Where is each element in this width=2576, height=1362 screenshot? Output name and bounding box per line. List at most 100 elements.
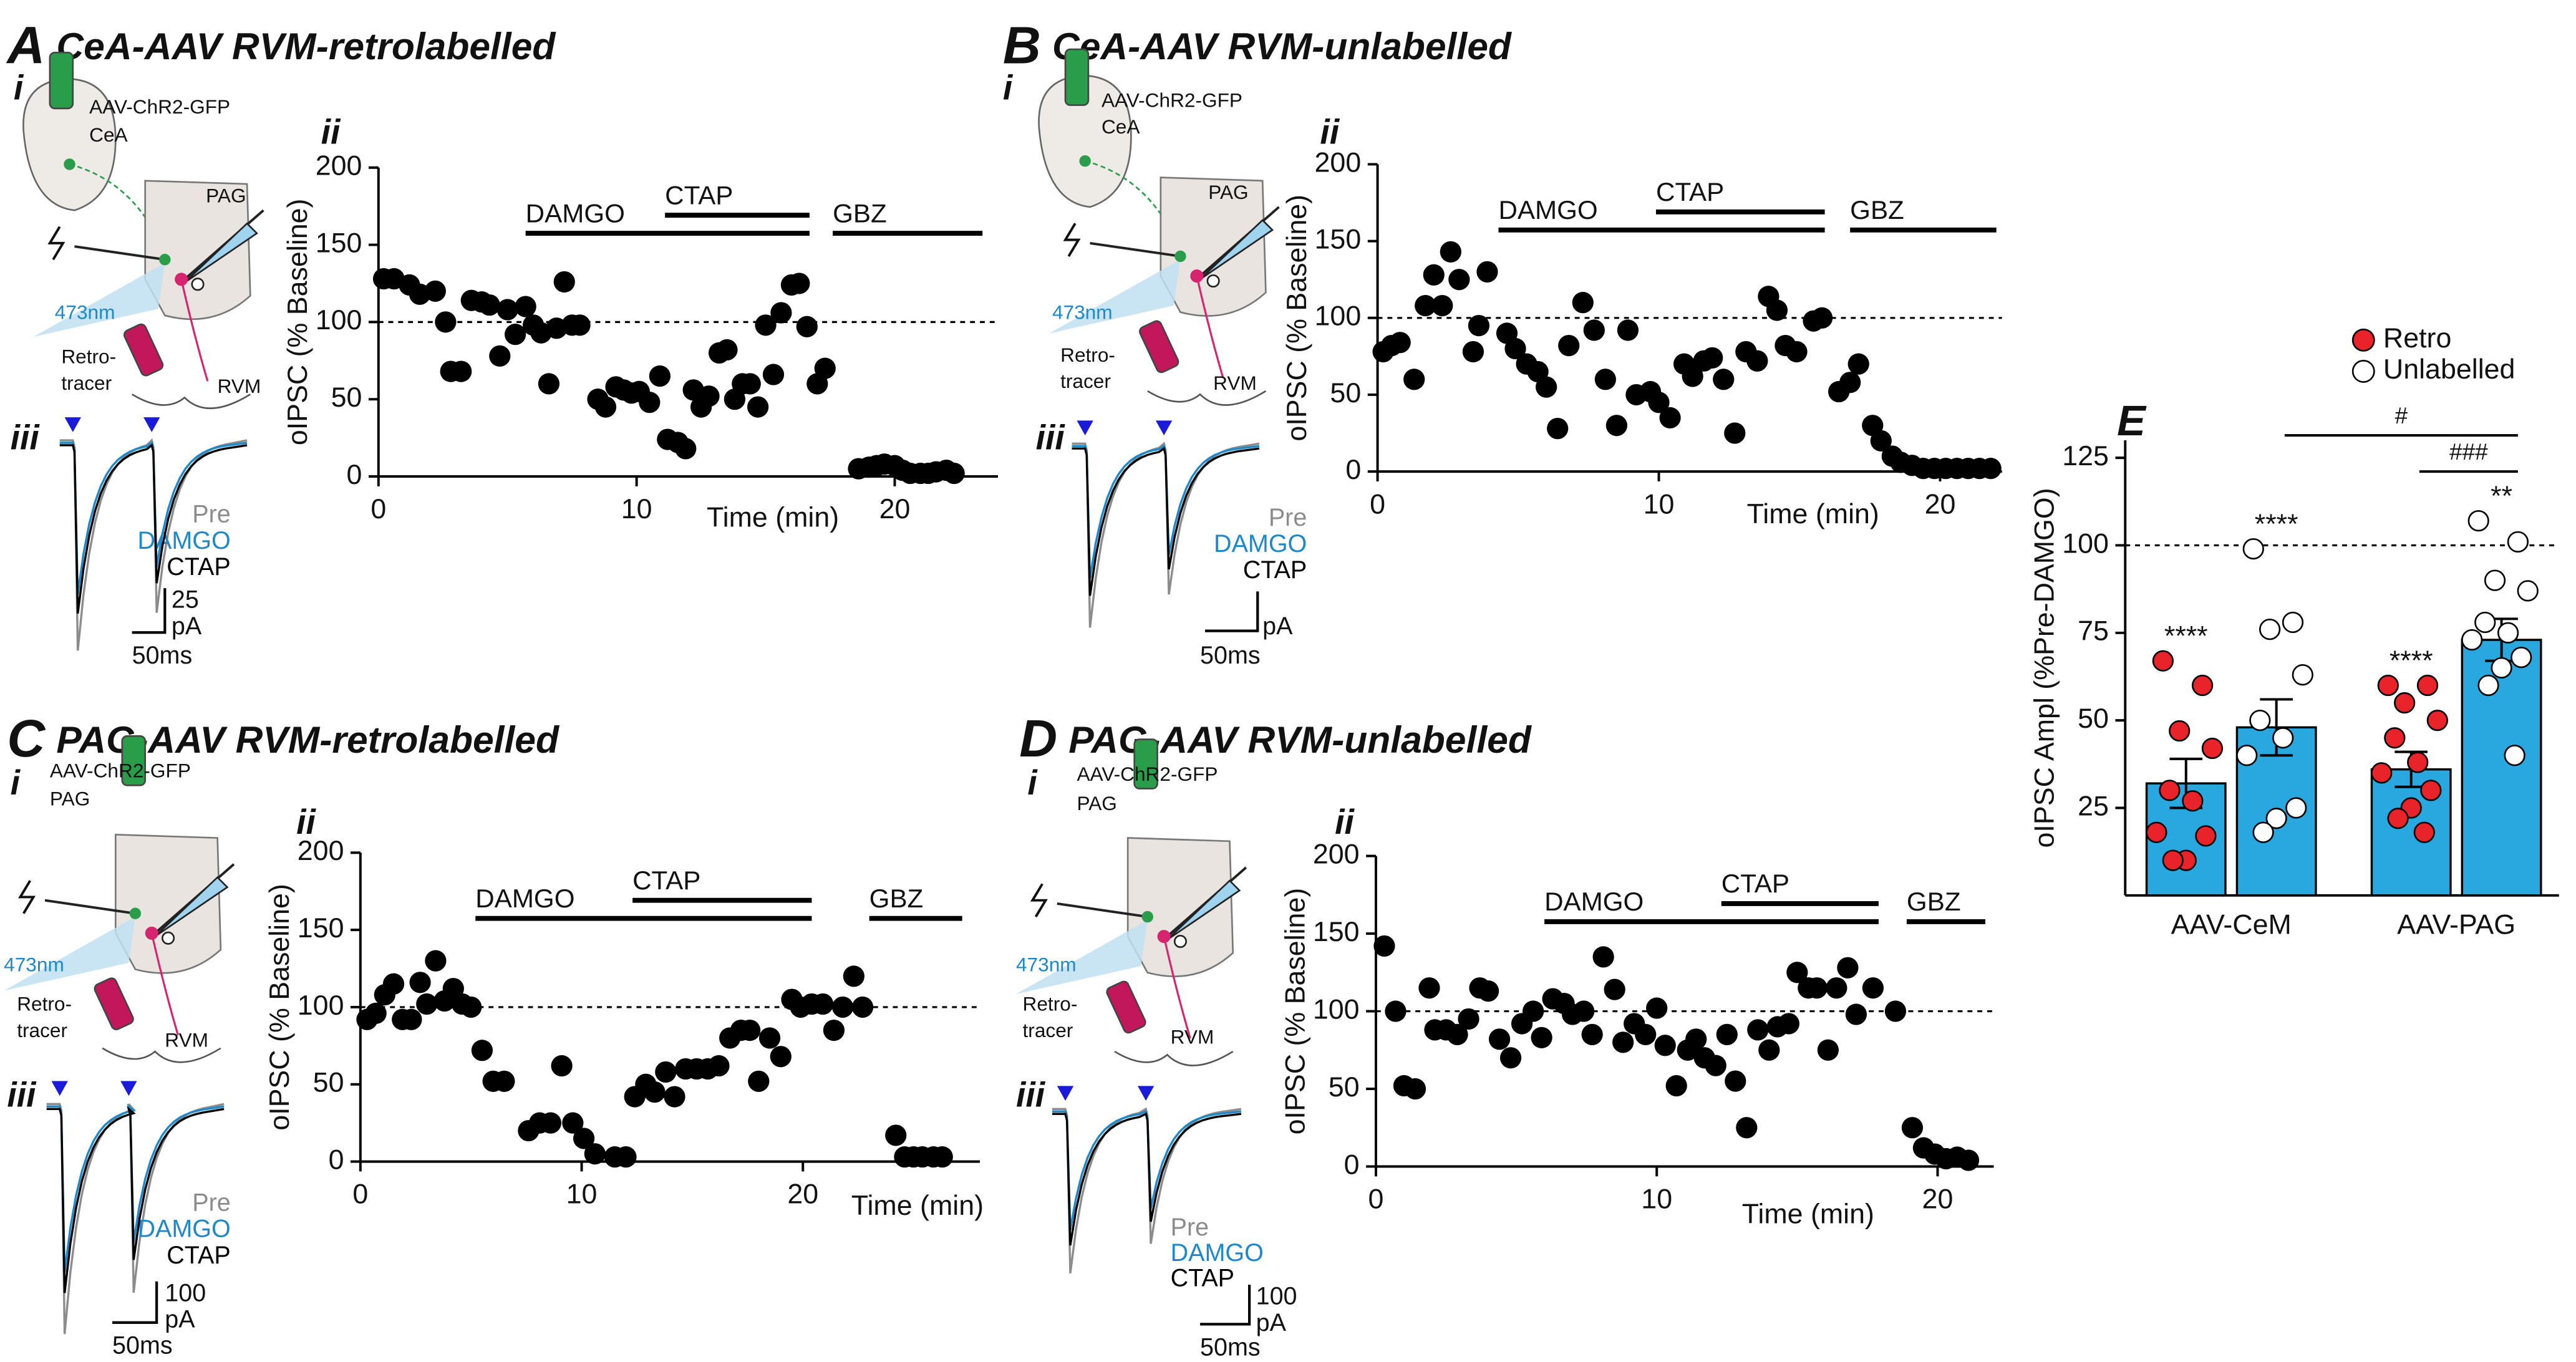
x-axis-label: Time (min) xyxy=(707,501,839,533)
x-tick-label: 20 xyxy=(879,493,911,524)
individual-point xyxy=(2477,674,2499,697)
schematic-label: Retro- xyxy=(17,993,72,1015)
data-point xyxy=(1811,307,1833,329)
current-trace xyxy=(59,438,248,651)
comparison-label: ### xyxy=(2449,439,2488,465)
individual-point xyxy=(2484,569,2506,591)
virus-syringe xyxy=(1133,738,1158,790)
data-point xyxy=(1458,1008,1479,1030)
data-point xyxy=(1901,1117,1924,1139)
data-point xyxy=(1592,946,1614,968)
y-tick-label: 100 xyxy=(298,990,344,1021)
trace-legend: CTAP xyxy=(1171,1265,1234,1292)
drug-label: CTAP xyxy=(665,180,733,210)
individual-point xyxy=(2195,825,2217,847)
y-axis-label: oIPSC Ampl (%Pre-DAMGO) xyxy=(2029,488,2060,848)
laser-symbol xyxy=(17,880,36,914)
data-point xyxy=(1488,1028,1511,1050)
data-point xyxy=(1845,1003,1867,1025)
data-point xyxy=(1415,294,1436,317)
panel-letter: C xyxy=(7,709,46,768)
trace-legend: Pre xyxy=(192,501,230,528)
data-point xyxy=(1705,1055,1726,1076)
data-point xyxy=(493,1070,515,1092)
x-tick-label: 10 xyxy=(1641,1184,1672,1215)
drug-label: DAMGO xyxy=(526,198,625,228)
data-point xyxy=(770,1046,792,1068)
data-point xyxy=(1758,1039,1780,1061)
data-point xyxy=(1418,977,1440,999)
subpanel-label: ii xyxy=(1320,113,1340,152)
x-tick-label: 0 xyxy=(1368,1184,1383,1215)
x-tick-label: 10 xyxy=(566,1179,598,1210)
data-point xyxy=(505,324,526,345)
subpanel-label: i xyxy=(1027,763,1038,802)
y-tick-label: 50 xyxy=(331,382,362,413)
current-trace xyxy=(1072,444,1260,579)
data-point xyxy=(471,1040,493,1061)
schematic-label: CeA xyxy=(89,123,128,146)
individual-point xyxy=(2507,531,2529,553)
schematic-label: PAG xyxy=(1077,792,1116,814)
x-tick-label: 0 xyxy=(352,1179,368,1210)
data-point xyxy=(649,365,671,387)
schematic-label: AAV-ChR2-GFP xyxy=(89,95,230,118)
y-tick-label: 150 xyxy=(1313,916,1360,947)
individual-point xyxy=(2169,720,2191,742)
panel-letter: E xyxy=(2117,397,2147,445)
stim-marker xyxy=(1057,1086,1074,1101)
y-tick-label: 0 xyxy=(1345,454,1361,485)
data-point xyxy=(1403,369,1425,390)
data-point xyxy=(739,373,761,395)
green-terminal xyxy=(1174,250,1186,263)
data-point xyxy=(755,314,777,336)
schematic-label: PAG xyxy=(206,184,246,206)
drug-label: GBZ xyxy=(1850,195,1904,225)
data-point xyxy=(758,1027,781,1049)
data-point xyxy=(1558,334,1580,357)
trace-legend: DAMGO xyxy=(1171,1239,1264,1267)
data-point xyxy=(1389,332,1411,354)
individual-point xyxy=(2504,745,2525,766)
trace-legend: Pre xyxy=(1171,1214,1209,1241)
scale-unit: pA xyxy=(165,1306,195,1333)
schematic-label: Retro- xyxy=(61,345,116,368)
subpanel-label: i xyxy=(1003,69,1014,107)
x-tick-label: 0 xyxy=(1370,488,1385,519)
data-point xyxy=(584,1143,606,1165)
drug-label: GBZ xyxy=(869,884,924,913)
current-trace xyxy=(1052,1112,1242,1246)
data-point xyxy=(425,950,447,972)
y-tick-label: 100 xyxy=(2062,528,2109,559)
laser-symbol xyxy=(47,226,65,261)
trace-legend: DAMGO xyxy=(137,1215,230,1243)
scale-bar xyxy=(1200,1285,1251,1326)
data-point xyxy=(594,396,617,418)
data-point xyxy=(1404,1078,1426,1100)
scale-unit: pA xyxy=(172,612,202,640)
data-point xyxy=(1746,350,1768,372)
rvm-outline xyxy=(131,394,251,409)
y-axis-label: oIPSC (% Baseline) xyxy=(1281,195,1312,442)
trace-legend: CTAP xyxy=(167,1242,230,1269)
data-point xyxy=(1573,1000,1595,1022)
data-point xyxy=(409,972,431,993)
data-point xyxy=(515,296,536,317)
data-point xyxy=(698,385,720,407)
schematic-label: 473nm xyxy=(1016,953,1077,975)
panel-letter: B xyxy=(1003,16,1041,74)
data-point xyxy=(1612,1031,1634,1053)
y-tick-label: 0 xyxy=(329,1144,344,1175)
data-point xyxy=(1806,977,1828,999)
data-point xyxy=(478,294,500,316)
data-point xyxy=(1957,1149,1980,1171)
x-axis-label: Time (min) xyxy=(1747,498,1879,529)
data-point xyxy=(1499,1047,1522,1069)
drug-label: GBZ xyxy=(833,198,887,228)
individual-point xyxy=(2162,849,2184,871)
scale-time: 50ms xyxy=(1200,642,1261,669)
individual-point xyxy=(2413,821,2435,843)
stim-electrode xyxy=(1057,902,1148,919)
data-point xyxy=(788,273,810,294)
